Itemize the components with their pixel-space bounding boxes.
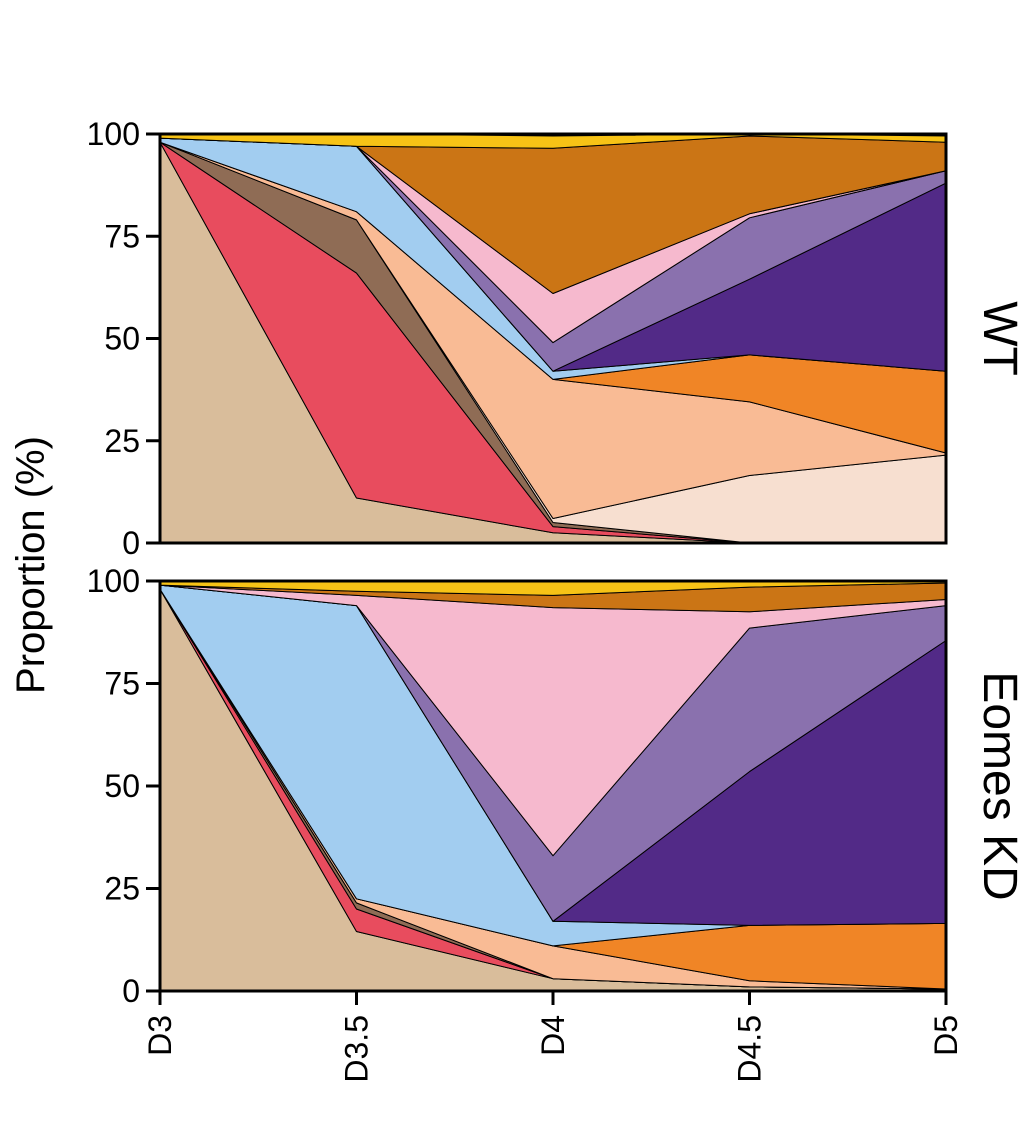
panel-label: Eomes KD xyxy=(973,671,1026,900)
y-tick-label: 25 xyxy=(104,871,140,907)
y-tick-label: 0 xyxy=(122,973,140,1009)
panel-wt: 0 25 50 75 100 WT xyxy=(87,116,1026,561)
x-tick-label: D4 xyxy=(535,1015,571,1056)
x-tick-label: D3.5 xyxy=(339,1015,375,1083)
y-axis-title: Proportion (%) xyxy=(9,436,53,694)
panel-label: WT xyxy=(973,301,1026,376)
y-tick-label: 25 xyxy=(104,423,140,459)
y-tick-label: 50 xyxy=(104,321,140,357)
y-tick-label: 100 xyxy=(87,563,140,599)
x-axis: D3 D3.5 D4 D4.5 D5 xyxy=(142,991,964,1083)
x-tick-label: D4.5 xyxy=(732,1015,768,1083)
x-tick-label: D3 xyxy=(142,1015,178,1056)
y-tick-label: 0 xyxy=(122,525,140,561)
y-tick-label: 100 xyxy=(87,116,140,152)
x-tick-label: D5 xyxy=(928,1015,964,1056)
y-tick-label: 75 xyxy=(104,666,140,702)
y-tick-label: 50 xyxy=(104,768,140,804)
panel-eomes-kd: 0 25 50 75 100 Eomes KD xyxy=(87,563,1026,1009)
y-tick-label: 75 xyxy=(104,218,140,254)
